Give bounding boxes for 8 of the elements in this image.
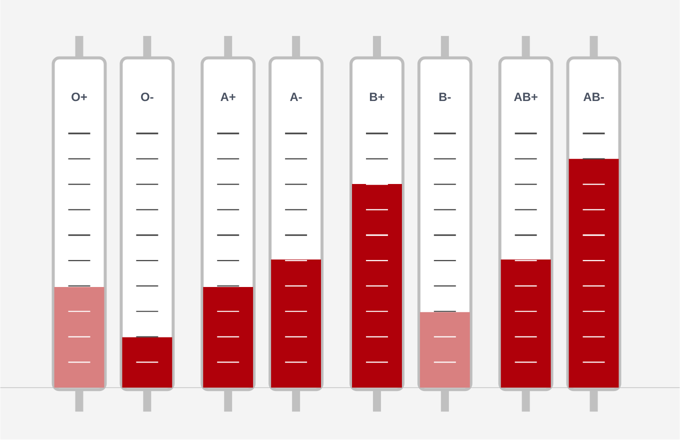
x-tick-label: A-	[290, 93, 302, 102]
x-tick-label: B-	[439, 93, 451, 102]
x-tick-label: O+	[72, 92, 87, 102]
x-tick-label: O-	[141, 92, 154, 102]
x-tick-label: A+	[220, 93, 236, 102]
x-tick-label: B+	[370, 93, 384, 102]
x-tick-label: AB+	[514, 93, 538, 102]
x-tick-label: AB-	[583, 93, 604, 102]
